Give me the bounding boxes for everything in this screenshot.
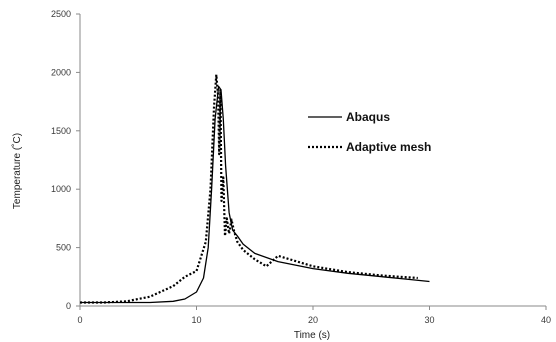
y-tick-label: 1000 (51, 184, 71, 194)
legend-label-abaqus: Abaqus (346, 110, 390, 124)
y-tick-label: 500 (56, 243, 71, 253)
series-layer (80, 73, 430, 304)
y-tick-label: 1500 (51, 126, 71, 136)
x-tick-label: 30 (424, 315, 434, 325)
y-tick-label: 2500 (51, 9, 71, 19)
legend-label-adaptive-mesh: Adaptive mesh (346, 140, 431, 154)
x-tick-label: 20 (308, 315, 318, 325)
x-tick-label: 0 (77, 315, 82, 325)
y-axis-title: Temperature (˚C) (11, 133, 23, 209)
legend: Abaqus Adaptive mesh (308, 110, 431, 154)
x-tick-label: 10 (191, 315, 201, 325)
x-axis-title: Time (s) (294, 330, 330, 341)
y-tick-label: 2000 (51, 67, 71, 77)
axes: 0 500 1000 1500 2000 2500 0 10 20 30 40 (51, 9, 551, 325)
x-tick-label: 40 (541, 315, 551, 325)
series-line-abaqus (80, 85, 430, 304)
y-tick-label: 0 (66, 301, 71, 311)
series-line-adaptive-mesh (80, 73, 418, 304)
